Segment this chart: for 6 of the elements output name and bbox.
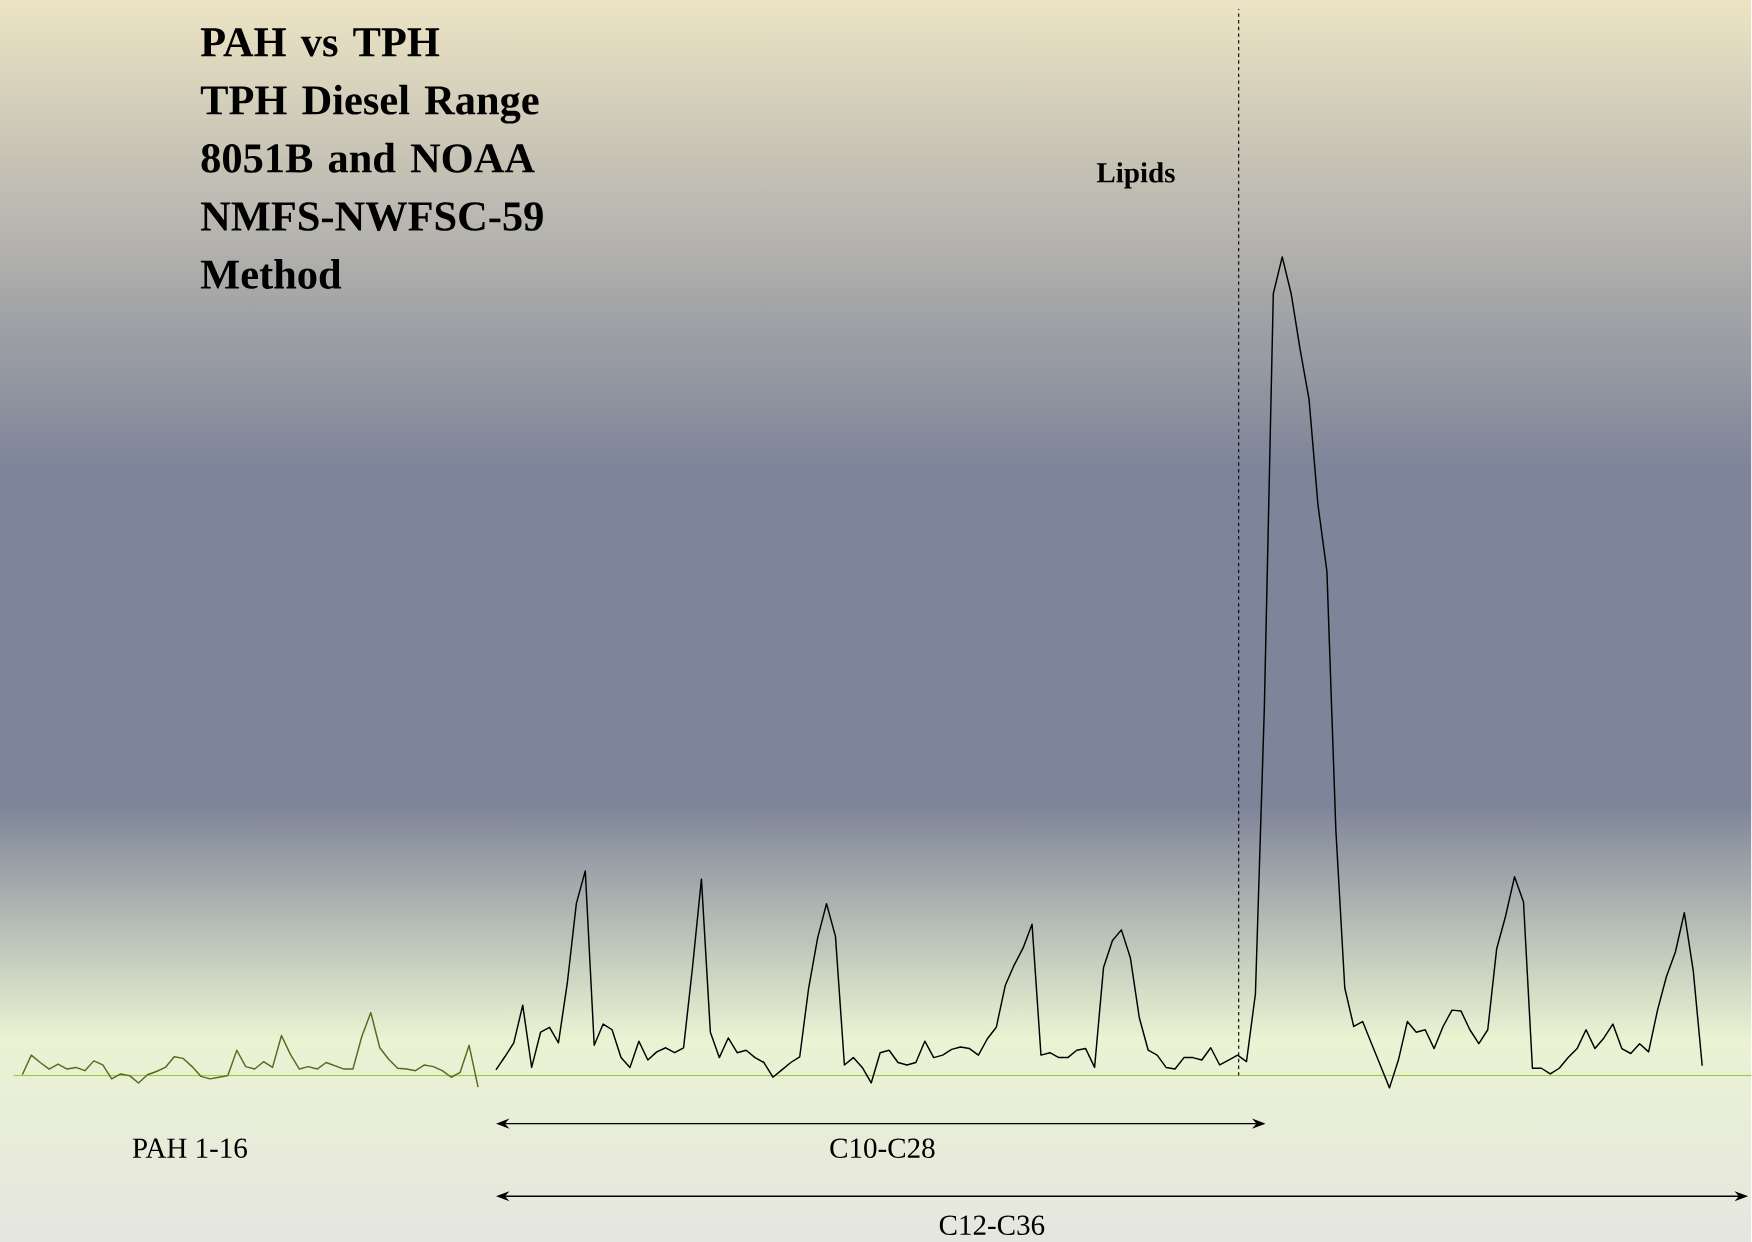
text: C10-C28 bbox=[830, 1138, 935, 1158]
chart-title: PAH vs TPH bbox=[200, 28, 440, 57]
chart-subtitle: TPH Diesel Range 8051B and NOAA NMFS-NWFSC-59 Method bbox=[200, 84, 543, 289]
text: PAH 1-16 bbox=[132, 1138, 247, 1158]
text: C12-C36 bbox=[939, 1215, 1045, 1236]
text: Lipids bbox=[1096, 162, 1175, 189]
